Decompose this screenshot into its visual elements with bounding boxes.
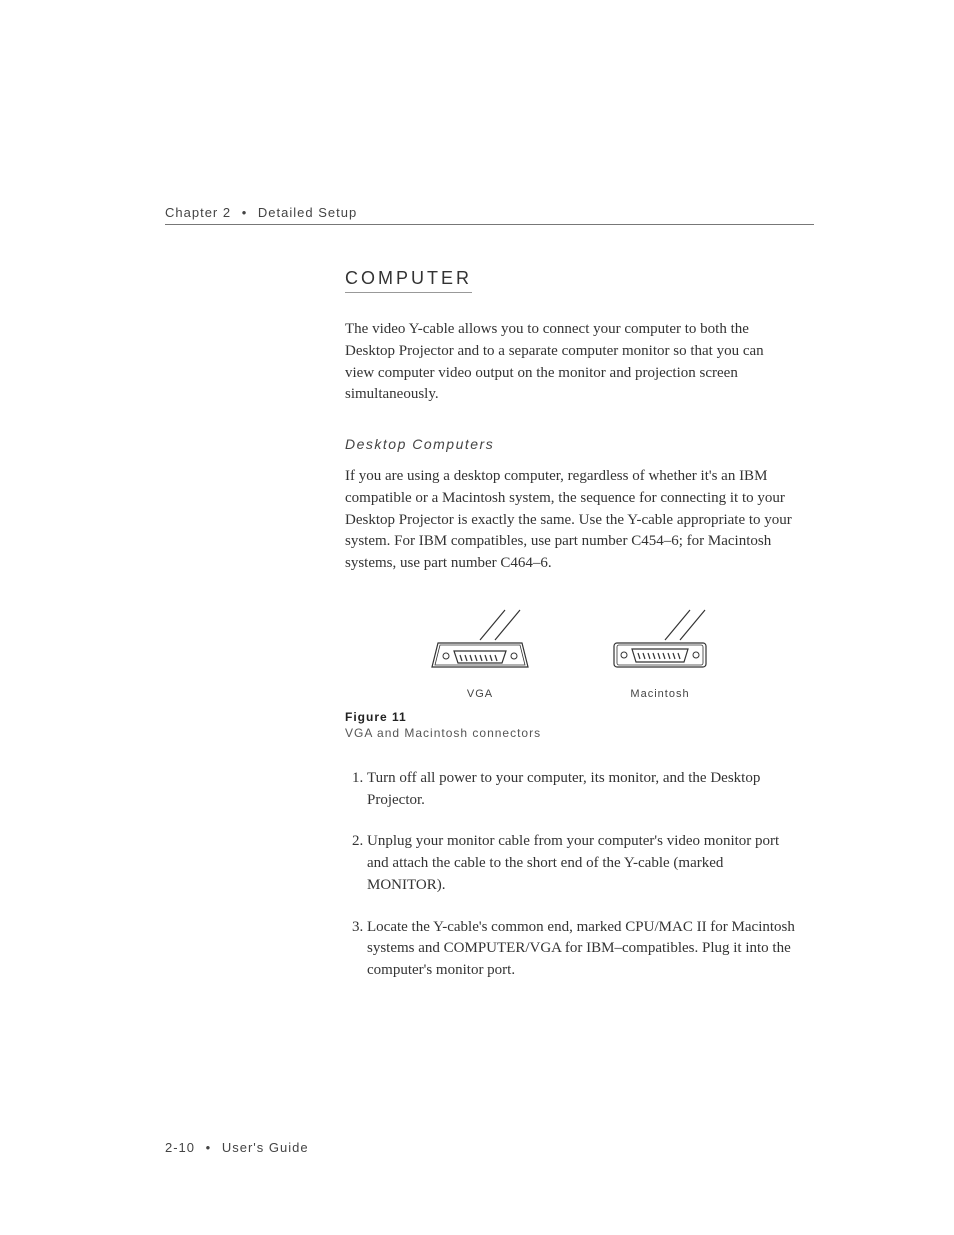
page: Chapter 2 • Detailed Setup COMPUTER The … xyxy=(0,0,954,1235)
macintosh-connector-icon xyxy=(600,605,720,680)
step-1: Turn off all power to your computer, its… xyxy=(367,768,795,812)
vga-connector-icon xyxy=(420,605,540,680)
figure-description: VGA and Macintosh connectors xyxy=(345,726,541,740)
figure-caption: Figure 11 VGA and Macintosh connectors xyxy=(345,710,795,742)
header-chapter: Chapter 2 xyxy=(165,205,231,220)
steps-list: Turn off all power to your computer, its… xyxy=(345,768,795,982)
header-title: Detailed Setup xyxy=(258,205,357,220)
subsection-paragraph: If you are using a desktop computer, reg… xyxy=(345,466,795,575)
content-column: COMPUTER The video Y-cable allows you to… xyxy=(345,268,795,1002)
intro-paragraph: The video Y-cable allows you to connect … xyxy=(345,319,795,406)
macintosh-label: Macintosh xyxy=(630,688,689,700)
step-3: Locate the Y-cable's common end, marked … xyxy=(367,917,795,982)
section-title: COMPUTER xyxy=(345,268,472,293)
header-bullet: • xyxy=(236,205,254,220)
figure-number: Figure 11 xyxy=(345,710,795,724)
vga-label: VGA xyxy=(467,688,493,700)
vga-connector-block: VGA xyxy=(420,605,540,700)
running-header: Chapter 2 • Detailed Setup xyxy=(165,205,814,225)
footer-page-number: 2-10 xyxy=(165,1140,195,1155)
footer: 2-10 • User's Guide xyxy=(165,1140,309,1155)
step-2: Unplug your monitor cable from your comp… xyxy=(367,831,795,896)
footer-label: User's Guide xyxy=(222,1140,309,1155)
figure-row: VGA xyxy=(345,605,795,700)
footer-bullet: • xyxy=(200,1140,218,1155)
subsection-title: Desktop Computers xyxy=(345,436,795,452)
macintosh-connector-block: Macintosh xyxy=(600,605,720,700)
